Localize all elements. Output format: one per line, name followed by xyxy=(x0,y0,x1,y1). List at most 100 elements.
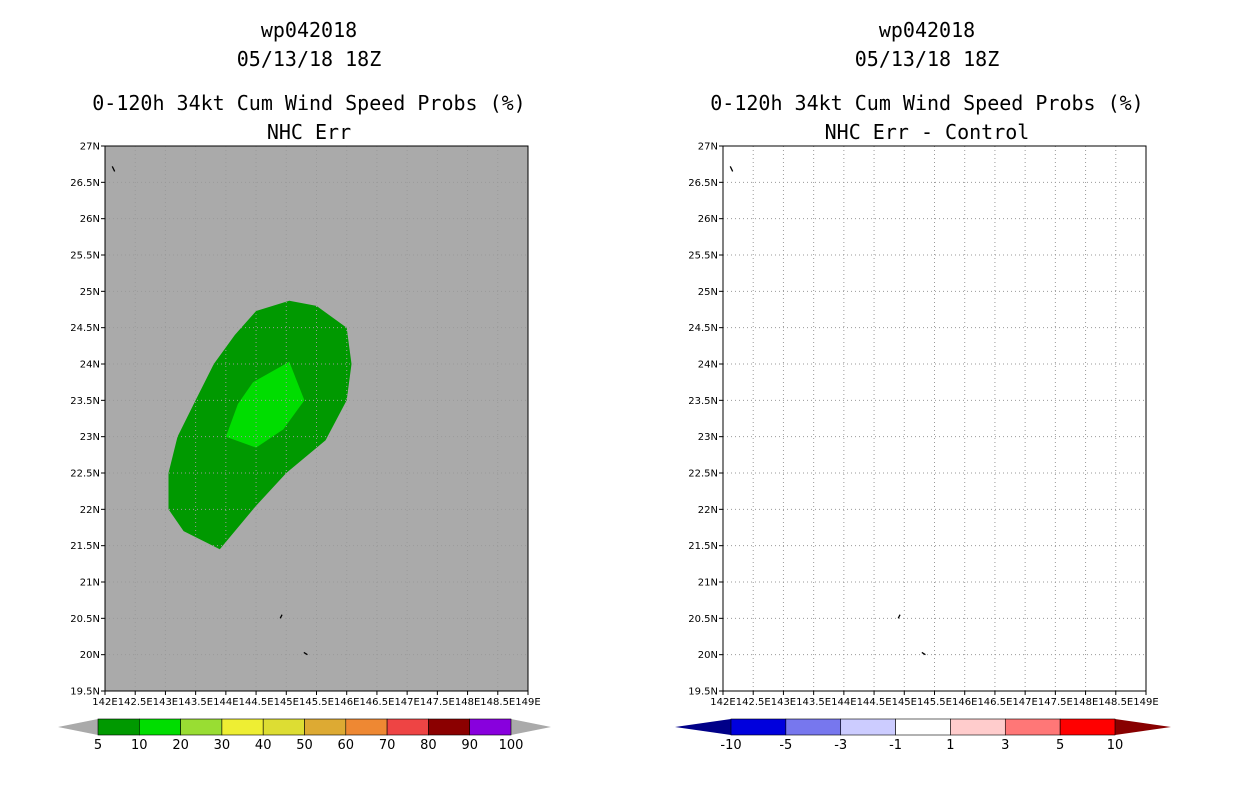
island-outline xyxy=(111,166,116,172)
y-tick-label: 21.5N xyxy=(688,541,718,552)
y-tick-label: 24N xyxy=(80,360,100,371)
datetime-subtitle: 05/13/18 18Z xyxy=(236,47,382,71)
y-tick-label: 26N xyxy=(80,214,100,225)
x-tick-label: 148.5E xyxy=(1098,697,1133,708)
y-tick-label: 25N xyxy=(80,287,100,298)
colorbar-over-arrow xyxy=(1115,719,1171,735)
x-tick-label: 143E xyxy=(153,697,178,708)
datetime-subtitle: 05/13/18 18Z xyxy=(854,47,1000,71)
colorbar-label: 30 xyxy=(214,738,231,753)
island-outline xyxy=(303,651,308,656)
island-outline xyxy=(897,614,901,619)
chart-heading: 0-120h 34kt Cum Wind Speed Probs (%) xyxy=(92,91,526,115)
chart-subheading: NHC Err xyxy=(266,120,352,144)
difference-map-chart: 19.5N 20N 20.5N 21N 21.5N 22N 22.5N 23N 23.5N 24N… xyxy=(675,142,1171,753)
y-tick-label: 20.5N xyxy=(70,614,100,625)
y-tick-label: 21N xyxy=(80,578,100,589)
y-tick-label: 26.5N xyxy=(688,178,718,189)
colorbar-label: -10 xyxy=(720,738,741,753)
colorbar-swatch xyxy=(221,718,264,736)
y-tick-label: 22.5N xyxy=(70,469,100,480)
island-outline xyxy=(921,651,926,656)
colorbar-label: 1 xyxy=(946,738,954,753)
colorbar-label: 3 xyxy=(1001,738,1009,753)
y-tick-label: 27N xyxy=(698,142,718,153)
x-tick-label: 144.5E xyxy=(239,697,274,708)
y-tick-label: 26N xyxy=(698,214,718,225)
colorbar-label: -5 xyxy=(779,738,792,753)
colorbar-label: 10 xyxy=(131,738,148,753)
x-tick-label: 143E xyxy=(771,697,796,708)
left-panel: wp042018 05/13/18 18Z 0-120h 34kt Cum Wi… xyxy=(58,18,551,753)
colorbar-swatch xyxy=(386,718,429,736)
x-tick-label: 145E xyxy=(274,697,299,708)
y-tick-label: 26.5N xyxy=(70,178,100,189)
colorbar-label: 5 xyxy=(94,738,102,753)
colorbar-label: 60 xyxy=(338,738,355,753)
y-tick-label: 23.5N xyxy=(688,396,718,407)
x-tick-label: 142.5E xyxy=(118,697,153,708)
colorbar-swatch xyxy=(345,718,388,736)
colorbar-swatch xyxy=(895,718,951,736)
island-outline xyxy=(279,614,283,619)
colorbar-swatch xyxy=(950,718,1006,736)
y-tick-label: 24.5N xyxy=(688,323,718,334)
y-tick-label: 23.5N xyxy=(70,396,100,407)
x-tick-label: 146.5E xyxy=(359,697,394,708)
x-tick-label: 142.5E xyxy=(736,697,771,708)
y-tick-label: 25.5N xyxy=(688,251,718,262)
x-tick-label: 146E xyxy=(952,697,977,708)
colorbar-swatch xyxy=(139,718,181,736)
y-tick-label: 22.5N xyxy=(688,469,718,480)
x-tick-label: 145.5E xyxy=(299,697,334,708)
x-tick-label: 147.5E xyxy=(420,697,455,708)
colorbar-swatch xyxy=(469,718,512,736)
colorbar-swatch xyxy=(428,718,470,736)
colorbar-label: 40 xyxy=(255,738,272,753)
y-tick-label: 20N xyxy=(698,650,718,661)
x-tick-label: 147.5E xyxy=(1038,697,1073,708)
colorbar-label: 90 xyxy=(461,738,478,753)
x-tick-label: 149E xyxy=(1133,697,1158,708)
x-tick-label: 145E xyxy=(892,697,917,708)
colorbar-swatch xyxy=(1059,718,1116,736)
chart-subheading: NHC Err - Control xyxy=(824,120,1030,144)
colorbar-label: 10 xyxy=(1107,738,1124,753)
x-tick-label: 142E xyxy=(92,697,117,708)
probability-map-chart: 19.5N 20N 20.5N 21N 21.5N 22N 22.5N 23N 23.5N 24N… xyxy=(58,142,551,753)
x-tick-label: 146E xyxy=(334,697,359,708)
colorbar-swatch xyxy=(97,718,140,736)
contour-10-percent xyxy=(225,361,305,448)
colorbar-swatch xyxy=(730,718,787,736)
island-outline xyxy=(729,166,734,172)
colorbar-under-arrow xyxy=(58,719,98,735)
colorbar-label: -1 xyxy=(889,738,902,753)
y-tick-label: 20.5N xyxy=(688,614,718,625)
colorbar-swatch xyxy=(840,718,896,736)
x-tick-label: 146.5E xyxy=(977,697,1012,708)
colorbar-label: 100 xyxy=(499,738,524,753)
y-tick-label: 19.5N xyxy=(688,687,718,698)
colorbar-label: 20 xyxy=(172,738,189,753)
y-tick-label: 24N xyxy=(698,360,718,371)
x-tick-label: 148E xyxy=(455,697,480,708)
x-tick-label: 148.5E xyxy=(480,697,515,708)
x-tick-label: 149E xyxy=(515,697,540,708)
storm-id-title: wp042018 xyxy=(878,18,976,42)
colorbar-swatch xyxy=(304,718,347,736)
x-tick-label: 144E xyxy=(831,697,856,708)
colorbar-label: 50 xyxy=(296,738,313,753)
y-tick-label: 22N xyxy=(80,505,100,516)
y-tick-label: 27N xyxy=(80,142,100,153)
y-tick-label: 19.5N xyxy=(70,687,100,698)
x-tick-label: 142E xyxy=(710,697,735,708)
y-tick-label: 23N xyxy=(80,432,100,443)
y-tick-label: 23N xyxy=(698,432,718,443)
y-tick-label: 22N xyxy=(698,505,718,516)
x-tick-label: 145.5E xyxy=(917,697,952,708)
colorbar-label: 80 xyxy=(420,738,437,753)
x-tick-label: 144E xyxy=(213,697,238,708)
colorbar-over-arrow xyxy=(511,719,551,735)
colorbar-swatch xyxy=(1004,718,1061,736)
x-tick-label: 148E xyxy=(1073,697,1098,708)
